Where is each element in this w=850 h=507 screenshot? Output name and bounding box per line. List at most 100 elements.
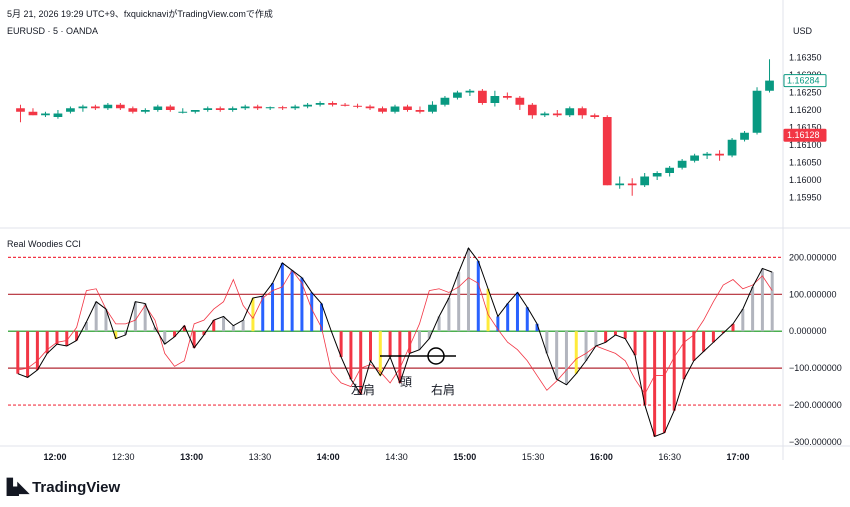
cci-bar	[741, 309, 745, 332]
cci-bar	[535, 323, 539, 332]
cci-bar	[124, 331, 128, 335]
cci-bar	[349, 331, 353, 380]
cci-bar	[476, 261, 480, 332]
cci-bar	[721, 331, 725, 334]
cci-bar	[94, 301, 98, 332]
cci-bar	[751, 286, 755, 332]
candle-body	[740, 132, 749, 140]
time-tick-label: 12:00	[43, 452, 66, 462]
candle-body	[652, 173, 662, 177]
indicator-label[interactable]: Real Woodies CCI	[7, 239, 81, 249]
candle-body	[153, 106, 163, 110]
cci-bar	[310, 292, 314, 332]
cci-bar	[604, 331, 608, 343]
cci-bar	[760, 268, 764, 332]
time-tick-label: 13:00	[180, 452, 203, 462]
tradingview-logo[interactable]: ▙◣ TradingView	[7, 478, 120, 497]
cci-tick-label: −100.000000	[789, 363, 842, 373]
cci-bar	[45, 331, 49, 354]
candle-body	[690, 155, 699, 161]
candle-body	[215, 108, 225, 110]
candle-body	[565, 108, 575, 116]
candle-body	[577, 108, 587, 116]
candle-body	[515, 97, 525, 105]
cci-bar	[280, 262, 284, 332]
candle-body	[552, 113, 562, 116]
cci-bar	[398, 331, 402, 383]
tcci-line	[17, 269, 773, 395]
cci-bar	[300, 277, 304, 332]
cci-line	[17, 247, 773, 438]
cci-bar	[457, 272, 461, 332]
candle-body	[378, 108, 387, 112]
cci-bar	[623, 331, 627, 339]
cci-bar	[496, 316, 500, 332]
cci-bar	[261, 296, 265, 332]
cci-bar	[163, 331, 167, 345]
breakout-circle	[427, 347, 445, 365]
cci-bar	[241, 320, 245, 332]
cci-bar	[271, 283, 275, 332]
candles	[16, 59, 774, 196]
cci-bar	[584, 331, 588, 361]
cci-bar	[702, 331, 706, 352]
price-tick-label: 1.16000	[789, 175, 822, 185]
candle-body	[41, 113, 50, 116]
cci-bar	[339, 331, 343, 358]
cci-bar	[143, 303, 147, 332]
time-tick-label: 15:30	[522, 452, 545, 462]
candle-body	[453, 92, 462, 98]
cci-bar	[662, 331, 666, 433]
candle-body	[490, 96, 500, 103]
candle-body	[765, 80, 774, 91]
candle-body	[752, 90, 762, 133]
cci-bar	[466, 248, 470, 332]
cci-bar	[682, 331, 686, 380]
candle-body	[103, 104, 113, 109]
cci-bar	[153, 327, 157, 332]
price-axis: 1.163501.163001.162501.162001.161501.161…	[782, 0, 827, 460]
chart-header: 5月 21, 2026 19:29 UTC+9、fxquicknaviがTrad…	[7, 9, 273, 19]
cci-tick-label: 0.000000	[789, 326, 827, 336]
candle-body	[428, 104, 437, 112]
price-badge-label: 1.16284	[787, 76, 820, 86]
price-tick-label: 1.16100	[789, 140, 822, 150]
price-badge	[783, 74, 827, 88]
candle-body	[340, 104, 350, 106]
cci-bar	[212, 320, 216, 332]
cci-bar	[574, 331, 578, 374]
symbol-label[interactable]: EURUSD · 5 · OANDA	[7, 26, 99, 36]
cci-bar	[222, 316, 226, 332]
cci-bar	[613, 331, 617, 335]
cci-tick-label: 200.000000	[789, 252, 837, 262]
cci-bar	[672, 331, 676, 411]
cci-bar	[104, 309, 108, 332]
cci-bar	[594, 331, 598, 346]
cci-bar	[388, 331, 392, 358]
cci-bar	[417, 331, 421, 350]
candle-body	[478, 90, 487, 103]
cci-bar	[84, 322, 88, 332]
candle-body	[240, 106, 250, 109]
candle-body	[278, 107, 288, 109]
price-badge	[783, 128, 827, 142]
cci-histogram	[16, 248, 774, 437]
candle-body	[78, 106, 88, 109]
candle-body	[590, 115, 600, 117]
time-axis: 12:00 12:30 13:00 13:30 14:00 14:30 15:00 15:30…	[0, 445, 850, 462]
cci-bar	[16, 331, 20, 374]
candle-body	[115, 104, 125, 109]
cci-bar	[447, 298, 451, 332]
cci-bar	[26, 331, 30, 378]
cci-bar	[173, 331, 177, 337]
cci-bar	[506, 303, 510, 332]
cci-bar	[55, 331, 59, 345]
candle-body	[627, 183, 637, 186]
cci-bar	[545, 331, 549, 354]
candle-body	[640, 176, 650, 186]
cci-bar	[408, 331, 412, 354]
candle-body	[353, 105, 362, 107]
time-tick-label: 16:00	[590, 452, 613, 462]
cci-bar	[653, 331, 657, 437]
